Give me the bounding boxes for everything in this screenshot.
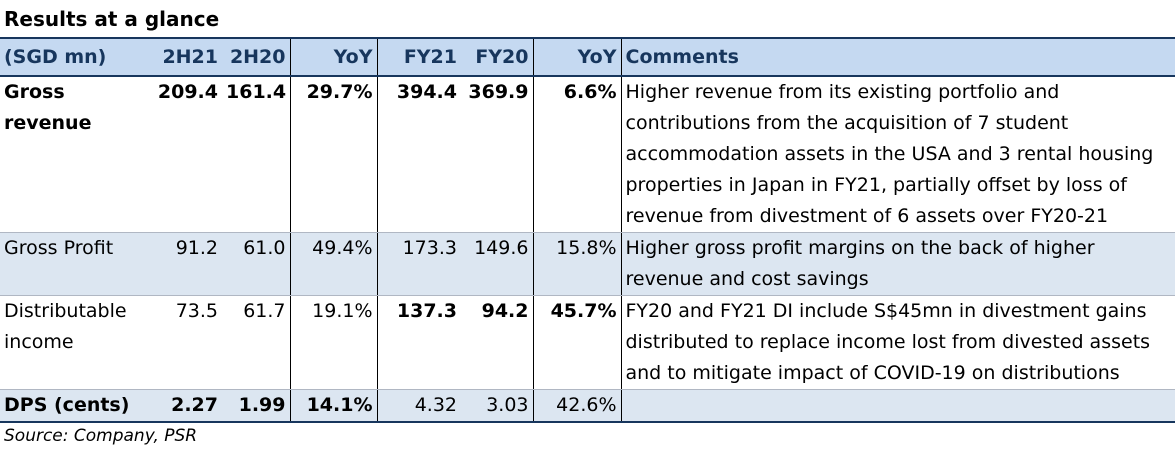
- header-half-yoy: YoY: [289, 37, 377, 77]
- header-unit: (SGD mn): [0, 37, 150, 77]
- cell-2h21: 2.27: [150, 389, 222, 423]
- cell-fy-yoy: 15.8%: [532, 232, 621, 296]
- results-table: (SGD mn) 2H21 2H20 YoY FY21 FY20 YoY Com…: [0, 37, 1175, 423]
- header-row: (SGD mn) 2H21 2H20 YoY FY21 FY20 YoY Com…: [0, 37, 1175, 77]
- page-title: Results at a glance: [4, 7, 220, 31]
- cell-fy20: 3.03: [461, 389, 533, 423]
- cell-fy21: 4.32: [376, 389, 461, 423]
- cell-fy21: 137.3: [376, 295, 461, 390]
- cell-2h20: 61.0: [222, 232, 290, 296]
- cell-fy21: 173.3: [376, 232, 461, 296]
- row-label: Gross revenue: [0, 76, 150, 233]
- row-label: Gross Profit: [0, 232, 150, 296]
- cell-comment: [620, 389, 1175, 423]
- cell-2h21: 209.4: [150, 76, 222, 233]
- cell-fy20: 149.6: [461, 232, 533, 296]
- cell-2h21: 73.5: [150, 295, 222, 390]
- row-label: Distributable income: [0, 295, 150, 390]
- cell-fy20: 94.2: [461, 295, 533, 390]
- header-fy20: FY20: [461, 37, 533, 77]
- source-note: Source: Company, PSR: [4, 426, 198, 446]
- table-row: DPS (cents) 2.27 1.99 14.1% 4.32 3.03 42…: [0, 389, 1175, 423]
- cell-fy21: 394.4: [376, 76, 461, 233]
- cell-2h20: 161.4: [222, 76, 290, 233]
- header-fy-yoy: YoY: [532, 37, 621, 77]
- cell-comment: FY20 and FY21 DI include S$45mn in dives…: [620, 295, 1175, 390]
- cell-comment: Higher gross profit margins on the back …: [620, 232, 1175, 296]
- cell-fy-yoy: 45.7%: [532, 295, 621, 390]
- header-fy21: FY21: [376, 37, 461, 77]
- cell-2h20: 1.99: [222, 389, 290, 423]
- row-label: DPS (cents): [0, 389, 150, 423]
- header-2h21: 2H21: [150, 37, 222, 77]
- table-row: Distributable income 73.5 61.7 19.1% 137…: [0, 295, 1175, 390]
- cell-2h21: 91.2: [150, 232, 222, 296]
- table-row: Gross Profit 91.2 61.0 49.4% 173.3 149.6…: [0, 232, 1175, 296]
- header-2h20: 2H20: [222, 37, 290, 77]
- cell-fy-yoy: 6.6%: [532, 76, 621, 233]
- cell-2h20: 61.7: [222, 295, 290, 390]
- cell-half-yoy: 19.1%: [289, 295, 377, 390]
- cell-fy-yoy: 42.6%: [532, 389, 621, 423]
- header-comments: Comments: [620, 37, 1175, 77]
- cell-fy20: 369.9: [461, 76, 533, 233]
- cell-half-yoy: 14.1%: [289, 389, 377, 423]
- table-row: Gross revenue 209.4 161.4 29.7% 394.4 36…: [0, 76, 1175, 233]
- cell-half-yoy: 29.7%: [289, 76, 377, 233]
- cell-comment: Higher revenue from its existing portfol…: [620, 76, 1175, 233]
- cell-half-yoy: 49.4%: [289, 232, 377, 296]
